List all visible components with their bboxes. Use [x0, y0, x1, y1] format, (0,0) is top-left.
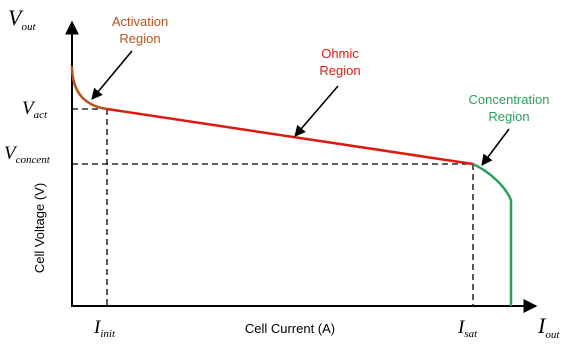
activation-curve	[70, 65, 108, 111]
concentration-region-label: Concentration Region	[469, 92, 550, 124]
i-sat-label: Isat	[457, 317, 478, 340]
v-concent-label: Vconcent	[4, 143, 51, 166]
y-axis-symbol: Vout	[8, 5, 36, 33]
x-axis-title: Cell Current (A)	[245, 321, 335, 336]
activation-arrow	[91, 50, 133, 100]
activation-region-label: Activation Region	[112, 14, 168, 46]
concentration-arrow	[481, 128, 510, 166]
ohmic-region-label: Ohmic Region	[319, 46, 360, 78]
y-axis-title: Cell Voltage (V)	[32, 183, 47, 273]
v-act-label: Vact	[22, 98, 48, 121]
i-init-label: Iinit	[93, 317, 116, 340]
ohmic-arrow	[294, 85, 339, 137]
guide-lines	[72, 108, 474, 306]
concentration-curve	[472, 162, 513, 306]
x-axis-symbol: Iout	[537, 313, 560, 341]
ohmic-curve	[106, 107, 474, 166]
